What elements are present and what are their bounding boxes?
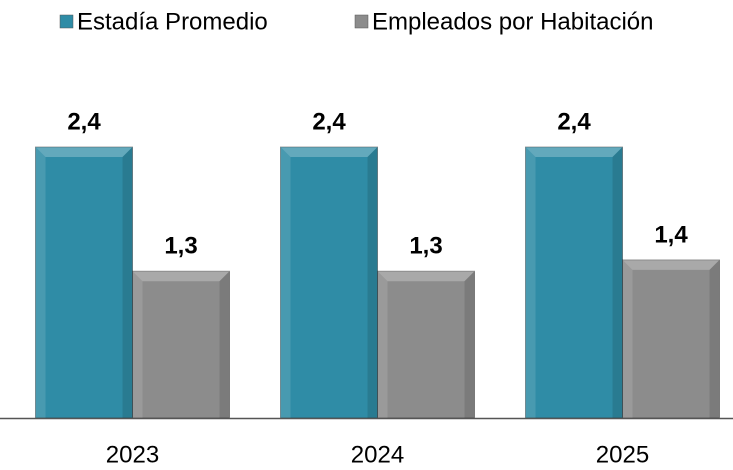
bar-bevel bbox=[525, 147, 536, 418]
value-label: 1,3 bbox=[164, 233, 197, 260]
value-label: 2,4 bbox=[67, 108, 101, 135]
bar-bevel bbox=[709, 259, 720, 418]
bar-bevel bbox=[622, 259, 633, 418]
bar-bevel bbox=[132, 271, 143, 418]
legend-label: Estadía Promedio bbox=[77, 8, 268, 35]
bar-bevel bbox=[377, 271, 388, 418]
value-label: 1,4 bbox=[654, 221, 688, 248]
bar bbox=[525, 146, 623, 419]
bar-bevel bbox=[525, 147, 623, 157]
bar-bevel bbox=[35, 147, 46, 418]
legend-swatch bbox=[59, 14, 74, 29]
x-tick-label: 2024 bbox=[351, 441, 404, 468]
bar-bevel bbox=[132, 271, 230, 282]
value-label: 2,4 bbox=[312, 108, 346, 135]
bar-bevel bbox=[464, 271, 475, 418]
bar bbox=[622, 259, 720, 419]
bar-bevel bbox=[622, 259, 720, 270]
value-label: 1,3 bbox=[409, 233, 442, 260]
bar-bevel bbox=[122, 147, 133, 418]
bar bbox=[280, 146, 378, 419]
bar-bevel bbox=[280, 147, 291, 418]
x-tick-label: 2025 bbox=[596, 441, 649, 468]
x-tick-label: 2023 bbox=[106, 441, 159, 468]
legend-label: Empleados por Habitación bbox=[372, 8, 654, 35]
legend-swatch bbox=[354, 14, 369, 29]
bar-bevel bbox=[377, 271, 475, 282]
bar-bevel bbox=[35, 147, 133, 157]
bar bbox=[377, 270, 475, 419]
value-label: 2,4 bbox=[557, 108, 591, 135]
bar bbox=[35, 146, 133, 419]
bar-bevel bbox=[219, 271, 230, 418]
bar bbox=[132, 270, 230, 419]
bar-bevel bbox=[280, 147, 378, 157]
bar-bevel bbox=[367, 147, 378, 418]
bar-bevel bbox=[612, 147, 623, 418]
plot-area bbox=[35, 146, 720, 419]
